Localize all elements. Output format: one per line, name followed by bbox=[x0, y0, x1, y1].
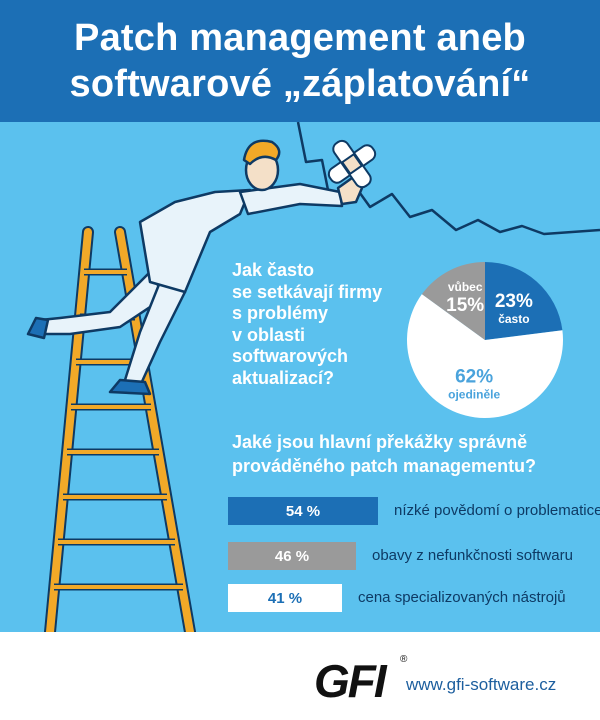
title-line-1: Patch management aneb bbox=[74, 17, 526, 59]
bar-category-label: nízké povědomí o problematice bbox=[394, 502, 600, 519]
person-illustration bbox=[26, 139, 364, 396]
bandage-icon bbox=[327, 139, 377, 189]
pie-value-label: 62% bbox=[455, 366, 493, 387]
question-line: se setkávají firmy bbox=[232, 281, 383, 302]
question-line: Jak často bbox=[232, 260, 315, 280]
ladder-illustration bbox=[26, 122, 600, 632]
header: Patch management aneb softwarové „záplat… bbox=[0, 0, 600, 122]
question-line: aktualizací? bbox=[232, 367, 335, 388]
gfi-logo: GFI bbox=[314, 655, 387, 707]
footer: GFI ® www.gfi-software.cz bbox=[0, 632, 600, 720]
bar-category-label: cena specializovaných nástrojů bbox=[358, 589, 566, 606]
question-line: prováděného patch managementu? bbox=[232, 456, 537, 476]
pie-slice-ojediněle bbox=[407, 294, 563, 418]
question-frequency: Jak často se setkávají firmy s problémy … bbox=[232, 260, 392, 389]
pie-slice-vůbec bbox=[421, 262, 485, 340]
crack-line bbox=[296, 122, 600, 236]
website-link[interactable]: www.gfi-software.cz bbox=[406, 675, 557, 694]
registered-mark: ® bbox=[400, 654, 408, 665]
pie-value-label: 15% bbox=[446, 295, 484, 316]
pie-category-label: často bbox=[498, 312, 529, 326]
question-line: v oblasti bbox=[232, 324, 306, 345]
main-panel: Jak často se setkávají firmy s problémy … bbox=[0, 122, 600, 632]
pie-category-label: vůbec bbox=[448, 280, 483, 294]
bar: 54 % bbox=[228, 497, 378, 525]
pie-slice-často bbox=[485, 262, 563, 340]
bar: 41 % bbox=[228, 584, 342, 612]
bar-category-label: obavy z nefunkčnosti softwaru bbox=[372, 547, 573, 564]
question-line: softwarových bbox=[232, 346, 349, 366]
question-line: Jaké jsou hlavní překážky správně bbox=[232, 432, 528, 452]
question-obstacles: Jaké jsou hlavní překážky správně provád… bbox=[232, 430, 536, 478]
title-line-2: softwarové „záplatování“ bbox=[69, 63, 531, 105]
question-line: s problémy bbox=[232, 303, 329, 323]
pie-value-label: 23% bbox=[495, 291, 533, 312]
bar: 46 % bbox=[228, 542, 356, 570]
pie-category-label: ojediněle bbox=[448, 387, 500, 401]
pie-chart: 23%často 62%ojediněle 15%vůbec bbox=[407, 262, 563, 418]
